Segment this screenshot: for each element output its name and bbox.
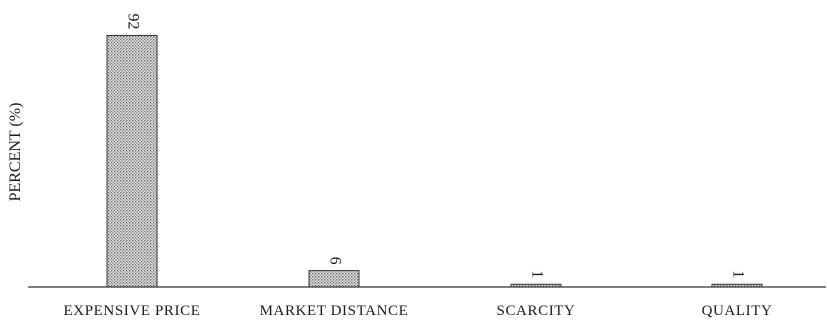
value-label-expensive-price: 92 [124,13,141,29]
bar-market-distance [308,270,360,288]
value-label-market-distance: 6 [326,257,343,265]
x-tick-label-quality: QUALITY [702,303,773,319]
x-tick-labels-group: EXPENSIVE PRICE MARKET DISTANCE SCARCITY QU… [64,303,773,319]
bar-expensive-price [106,34,158,288]
value-label-quality: 1 [729,270,746,278]
x-tick-label-expensive-price: EXPENSIVE PRICE [64,303,201,319]
x-tick-label-market-distance: MARKET DISTANCE [260,303,409,319]
x-tick-label-scarcity: SCARCITY [497,303,576,319]
y-axis-label: PERCENT (%) [7,103,24,202]
value-labels-group: 92 6 1 1 [124,13,746,278]
value-label-scarcity: 1 [528,270,545,278]
bars-group [106,34,763,288]
